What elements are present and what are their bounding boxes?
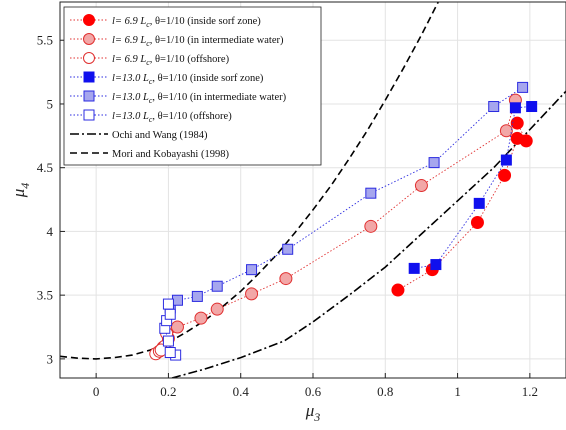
- legend-marker-0: [83, 14, 95, 26]
- data-point: [498, 168, 512, 182]
- data-point: [164, 347, 176, 359]
- data-point: [162, 335, 174, 347]
- legend-marker-3: [83, 71, 95, 83]
- series-line-6: [171, 90, 566, 378]
- legend-label-0: l= 6.9 Lc, θ=1/10 (inside sorf zone): [112, 16, 261, 29]
- data-point: [211, 280, 223, 292]
- data-point: [162, 298, 174, 310]
- legend-marker-1: [83, 33, 95, 45]
- x-tick-labels: 0 0.2 0.4 0.6 0.8 1 1.2: [93, 384, 538, 399]
- data-point: [408, 262, 420, 274]
- y-tick-label: 3.5: [37, 288, 53, 303]
- legend-marker-5: [83, 109, 95, 121]
- x-tick-label: 0.2: [160, 384, 176, 399]
- ticks: [60, 39, 531, 378]
- data-point: [414, 179, 428, 193]
- x-tick-label: 1.2: [522, 384, 538, 399]
- legend-label-3: l=13.0 Lc, θ=1/10 (inside sorf zone): [112, 73, 264, 86]
- y-tick-labels: 3 3.5 4 4.5 5 5.5: [37, 33, 54, 367]
- data-point: [517, 81, 529, 93]
- y-tick-label: 4.5: [37, 160, 53, 175]
- x-axis-title: μ3: [305, 401, 321, 424]
- legend-label-6: Ochi and Wang (1984): [112, 130, 208, 141]
- x-tick-label: 0.8: [377, 384, 393, 399]
- data-layer: [60, 2, 566, 378]
- series-line-4: [169, 87, 523, 309]
- data-point: [210, 302, 224, 316]
- x-tick-label: 0: [93, 384, 100, 399]
- legend-label-7: Mori and Kobayashi (1998): [112, 149, 229, 160]
- data-point: [500, 154, 512, 166]
- x-tick-label: 0.6: [305, 384, 322, 399]
- data-point: [473, 197, 485, 209]
- data-point: [170, 320, 184, 334]
- data-point: [365, 187, 377, 199]
- data-point: [171, 294, 183, 306]
- data-point: [488, 101, 500, 113]
- legend-label-4: l=13.0 Lc, θ=1/10 (in intermediate water…: [112, 92, 287, 105]
- y-tick-label: 4: [47, 224, 54, 239]
- legend: l= 6.9 Lc, θ=1/10 (inside sorf zone) l= 6…: [63, 6, 322, 166]
- data-point: [279, 272, 293, 286]
- data-point: [282, 243, 294, 255]
- legend-marker-4: [83, 90, 95, 102]
- series-line-7: [60, 2, 440, 360]
- data-point: [164, 308, 176, 320]
- x-tick-label: 1: [454, 384, 461, 399]
- data-point: [364, 219, 378, 233]
- legend-box: [63, 6, 322, 166]
- data-point: [391, 283, 405, 297]
- legend-label-2: l= 6.9 Lc, θ=1/10 (offshore): [112, 54, 230, 67]
- legend-marker-2: [83, 52, 95, 64]
- data-point: [526, 101, 538, 113]
- data-point: [470, 216, 484, 230]
- y-tick-label: 3: [47, 351, 54, 366]
- data-point: [194, 311, 208, 325]
- data-point: [191, 290, 203, 302]
- data-point: [245, 287, 259, 301]
- data-point: [246, 264, 258, 276]
- data-point: [509, 102, 521, 114]
- y-axis-title: μ4: [9, 183, 32, 199]
- x-tick-label: 0.4: [233, 384, 250, 399]
- data-point: [430, 259, 442, 271]
- y-tick-label: 5.5: [37, 33, 53, 48]
- legend-label-1: l= 6.9 Lc, θ=1/10 (in intermediate water…: [112, 35, 284, 48]
- legend-label-5: l=13.0 Lc, θ=1/10 (offshore): [112, 111, 232, 124]
- data-point: [499, 124, 513, 138]
- y-tick-label: 5: [47, 96, 54, 111]
- data-point: [428, 157, 440, 169]
- data-point: [519, 134, 533, 148]
- data-point: [510, 116, 524, 130]
